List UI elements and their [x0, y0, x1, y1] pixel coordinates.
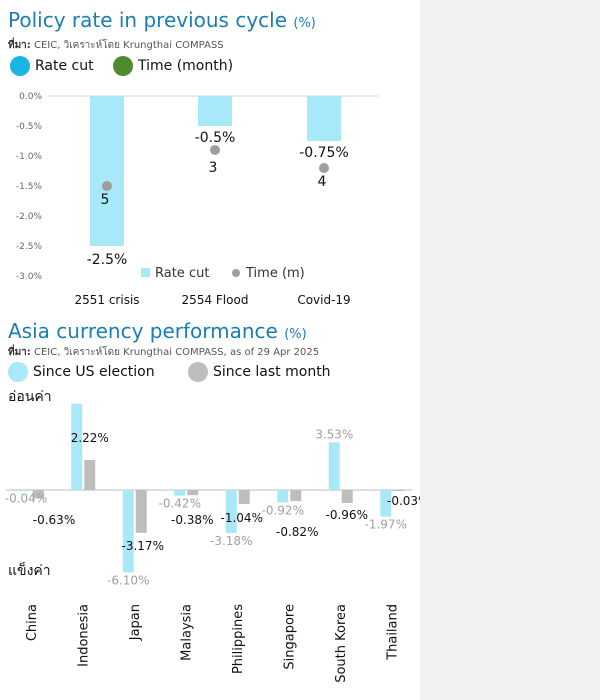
chart1-bar-covid-19: [307, 96, 341, 141]
chart2-legend-swatch-last-month: [188, 362, 208, 382]
chart1-legend-swatch-time: [113, 56, 133, 76]
chart1-category-label-covid-19: Covid-19: [297, 293, 350, 307]
chart2-category-label-singapore: Singapore: [282, 604, 297, 670]
chart2-lower-label: แข็งค่า: [8, 563, 51, 579]
chart1-ytick-label: -2.5%: [16, 242, 43, 252]
chart1-time-label-covid-19: 4: [318, 174, 327, 190]
chart2-category-label-china: China: [25, 604, 40, 641]
chart2-legend-item-us-election: Since US election: [8, 362, 155, 382]
chart2-label-us-election-philippines: -3.18%: [210, 534, 252, 548]
chart2-bar-last-month-japan: [135, 490, 147, 533]
chart1-inner-legend-label-time: Time (m): [245, 266, 305, 281]
chart1-legend-label-time: Time (month): [138, 58, 234, 74]
chart1-category-label-2554-flood: 2554 Flood: [182, 293, 249, 307]
chart2-label-us-election-malaysia: -0.42%: [159, 497, 201, 511]
chart2-category-label-philippines: Philippines: [231, 604, 246, 674]
chart2-bar-us-election-philippines: [225, 490, 237, 533]
chart1-category-label-2551-crisis: 2551 crisis: [74, 293, 139, 307]
chart2-label-last-month-philippines: -1.04%: [221, 511, 263, 525]
chart2-bar-us-election-singapore: [277, 490, 289, 503]
chart2-title: Asia currency performance (%): [8, 319, 307, 343]
chart2-label-us-election-thailand: -1.97%: [365, 518, 407, 532]
chart1-time-label-2551-crisis: 5: [101, 192, 110, 208]
chart2-title-unit: (%): [284, 327, 307, 342]
chart2-label-last-month-thailand: -0.03%: [387, 494, 420, 508]
chart2-bar-us-election-indonesia: [71, 403, 83, 490]
chart2-upper-label: อ่อนค่า: [8, 389, 52, 405]
chart1-ytick-label: -1.0%: [16, 152, 43, 162]
chart2-source: ที่มา: CEIC, วิเคราะห์โดย Krungthai COMP…: [8, 345, 319, 360]
chart2-bar-last-month-south-korea: [341, 490, 353, 503]
chart2-category-label-malaysia: Malaysia: [179, 604, 194, 661]
chart2-bar-last-month-indonesia: [84, 460, 96, 490]
chart2-source-text: CEIC, วิเคราะห์โดย Krungthai COMPASS, as…: [34, 347, 320, 358]
chart1-legend-swatch-rate-cut: [10, 56, 30, 76]
chart2-legend-label-last-month: Since last month: [213, 364, 331, 380]
chart2-label-us-election-indonesia: 6.39%: [58, 400, 96, 403]
chart1-time-dot-covid-19: [319, 163, 329, 173]
chart2-label-us-election-south-korea: 3.53%: [315, 427, 353, 441]
chart1-bar-label-2554-flood: -0.5%: [195, 130, 236, 146]
chart2-bar-us-election-south-korea: [328, 442, 340, 490]
chart2-category-label-indonesia: Indonesia: [76, 604, 91, 667]
chart2-bar-us-election-china: [19, 490, 31, 491]
chart2-legend-item-last-month: Since last month: [188, 362, 331, 382]
chart2-bar-last-month-malaysia: [187, 490, 199, 496]
chart1-inner-legend-swatch-time: [232, 269, 240, 277]
chart1-time-dot-2554-flood: [210, 145, 220, 155]
chart1-inner-legend-swatch-rate-cut: [141, 268, 150, 277]
chart1-ytick-label: 0.0%: [19, 92, 42, 102]
chart2-label-last-month-south-korea: -0.96%: [326, 508, 368, 522]
chart2-label-last-month-japan: -3.17%: [122, 539, 164, 553]
chart2-bar-last-month-thailand: [393, 490, 405, 491]
chart1-bar-label-covid-19: -0.75%: [299, 145, 349, 161]
chart1-bar-2551-crisis: [90, 96, 124, 246]
chart2-source-label: ที่มา:: [8, 347, 31, 358]
chart1-bar-2554-flood: [198, 96, 232, 126]
chart2-bar-last-month-singapore: [290, 490, 302, 502]
chart2-label-us-election-japan: -6.10%: [107, 573, 149, 587]
chart1-time-dot-2551-crisis: [102, 181, 112, 191]
chart2-label-last-month-malaysia: -0.38%: [171, 513, 213, 527]
chart2-bar-us-election-japan: [122, 490, 134, 573]
chart2-category-label-japan: Japan: [128, 604, 143, 641]
chart2-bar-last-month-china: [32, 490, 44, 499]
chart1-time-label-2554-flood: 3: [209, 160, 218, 176]
chart2-legend-label-us-election: Since US election: [33, 364, 155, 380]
chart1-source-label: ที่มา:: [8, 40, 31, 51]
chart1-plot: 0.0% -0.5% -1.0% -1.5% -2.0% -2.5% -3.0% -2.5% 5…: [16, 92, 378, 307]
chart1-legend-item-time: Time (month): [113, 56, 233, 76]
chart2-category-label-south-korea: South Korea: [334, 604, 349, 683]
chart1-ytick-label: -1.5%: [16, 182, 43, 192]
chart2-plot: -0.04% -0.63% China 6.39% 2.22% Indonesia -6.1…: [5, 400, 420, 683]
chart1-inner-legend-label-rate-cut: Rate cut: [155, 266, 209, 281]
chart2-category-label-thailand: Thailand: [385, 604, 400, 661]
chart2-bar-last-month-philippines: [238, 490, 250, 505]
chart2-bar-us-election-thailand: [380, 490, 392, 517]
chart1-title-unit: (%): [293, 16, 316, 31]
chart2-label-last-month-indonesia: 2.22%: [71, 431, 109, 445]
chart2-label-last-month-china: -0.63%: [33, 513, 75, 527]
chart1-ytick-label: -3.0%: [16, 272, 43, 282]
chart2-bar-us-election-malaysia: [174, 490, 186, 496]
chart1-title: Policy rate in previous cycle (%): [8, 8, 316, 32]
chart2-label-last-month-singapore: -0.82%: [276, 525, 318, 539]
chart1-ytick-label: -2.0%: [16, 212, 43, 222]
background-area: [420, 0, 600, 700]
chart2-legend-swatch-us-election: [8, 362, 28, 382]
chart2-label-us-election-china: -0.04%: [5, 492, 47, 506]
chart1-legend-item-rate-cut: Rate cut: [10, 56, 94, 76]
chart2-label-us-election-singapore: -0.92%: [262, 503, 304, 517]
chart1-source-text: CEIC, วิเคราะห์โดย Krungthai COMPASS: [34, 40, 224, 51]
chart1-source: ที่มา: CEIC, วิเคราะห์โดย Krungthai COMP…: [8, 38, 224, 53]
chart1-ytick-label: -0.5%: [16, 122, 43, 132]
chart1-legend-label-rate-cut: Rate cut: [35, 58, 94, 74]
chart1-bar-label-2551-crisis: -2.5%: [87, 252, 128, 268]
